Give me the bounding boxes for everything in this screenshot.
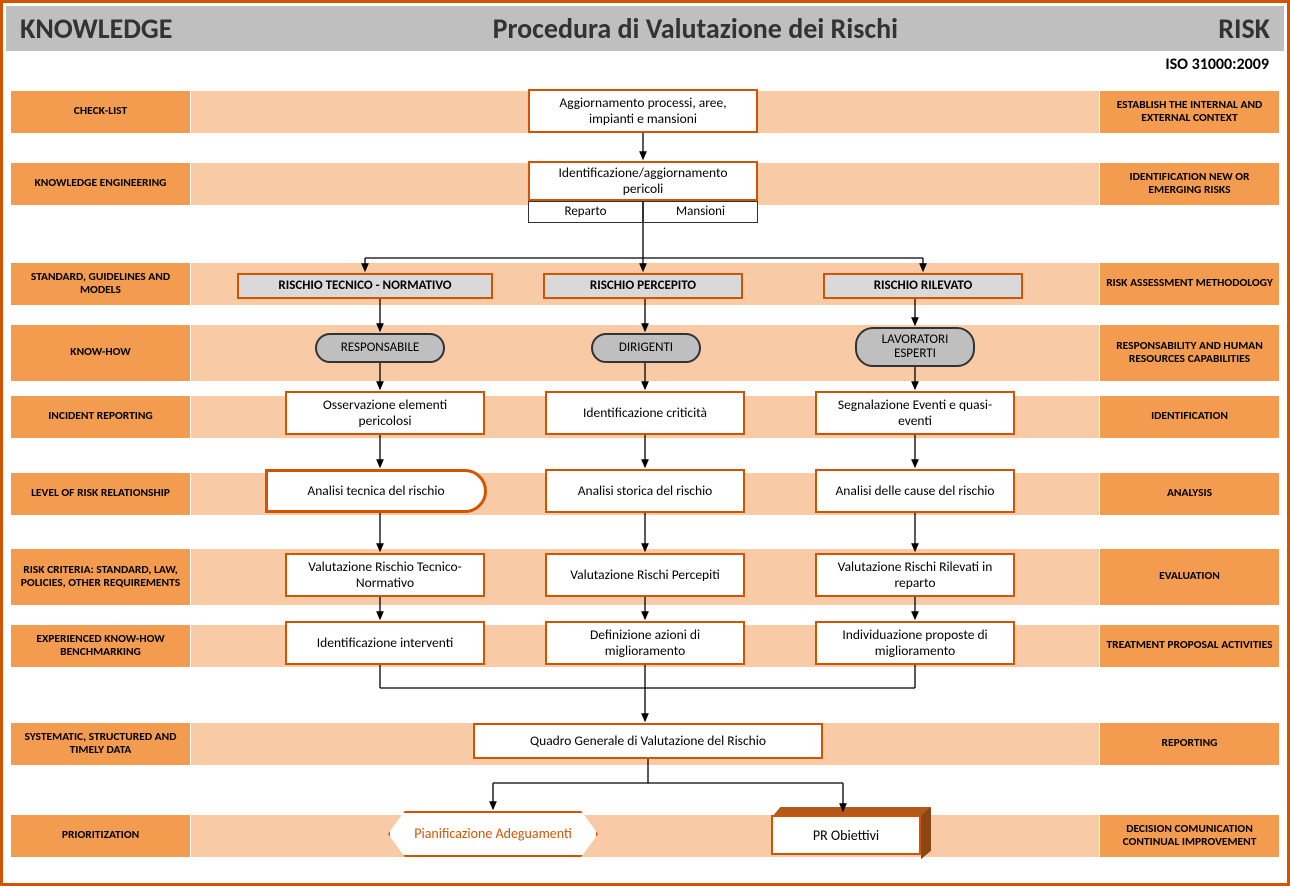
risk-header-percepito: RISCHIO PERCEPITO [543,273,743,299]
box-osservazione: Osservazione elementi pericolosi [285,391,485,435]
box-aggiornamento: Aggiornamento processi, aree, impianti e… [528,89,758,133]
risk-header-rilevato: RISCHIO RILEVATO [823,273,1023,299]
iso-label: ISO 31000:2009 [1165,55,1269,74]
pill-lavoratori: LAVORATORI ESPERTI [855,327,975,367]
box-analisi-cause: Analisi delle cause del rischio [815,469,1015,513]
row-right-3: RESPONSABILITY AND HUMAN RESOURCES CAPAB… [1099,325,1279,381]
row-band-9: PRIORITIZATION DECISION COMUNICATION CONT… [11,815,1279,857]
split-mansioni: Mansioni [643,201,758,223]
diagram-frame: KNOWLEDGE Procedura di Valutazione dei R… [0,0,1290,886]
box-val-percepiti: Valutazione Rischi Percepiti [545,553,745,597]
row-left-8: SYSTEMATIC, STRUCTURED AND TIMELY DATA [11,723,191,765]
box-val-rilevati: Valutazione Rischi Rilevati in reparto [815,553,1015,597]
box-ident-criticita: Identificazione criticità [545,391,745,435]
box-analisi-storica: Analisi storica del rischio [545,469,745,513]
box-val-tecnico: Valutazione Rischio Tecnico-Normativo [285,553,485,597]
row-right-6: EVALUATION [1099,549,1279,605]
pill-dirigenti: DIRIGENTI [591,333,701,363]
row-left-9: PRIORITIZATION [11,815,191,857]
box-interventi: Identificazione interventi [285,621,485,665]
row-left-5: LEVEL OF RISK RELATIONSHIP [11,473,191,515]
hex-pianificazione: Pianificazione Adeguamenti [388,811,598,857]
row-right-7: TREATMENT PROPOSAL ACTIVITIES [1099,625,1279,667]
box-split: Reparto Mansioni [528,201,758,223]
box-segnalazione: Segnalazione Eventi e quasi-eventi [815,391,1015,435]
row-left-7: EXPERIENCED KNOW-HOW BENCHMARKING [11,625,191,667]
split-reparto: Reparto [528,201,643,223]
box-proposte: Individuazione proposte di miglioramento [815,621,1015,665]
header-title: Procedura di Valutazione dei Rischi [172,11,1218,46]
row-left-6: RISK CRITERIA: STANDARD, LAW, POLICIES, … [11,549,191,605]
row-right-0: ESTABLISH THE INTERNAL AND EXTERNAL CONT… [1099,91,1279,133]
row-right-9: DECISION COMUNICATION CONTINUAL IMPROVEM… [1099,815,1279,857]
risk-header-tecnico: RISCHIO TECNICO - NORMATIVO [237,273,493,299]
box-identificazione: Identificazione/aggiornamento pericoli [528,161,758,201]
row-right-8: REPORTING [1099,723,1279,765]
box-quadro-generale: Quadro Generale di Valutazione del Risch… [473,723,823,759]
cube-label: PR Obiettivi [771,815,921,855]
row-left-2: STANDARD, GUIDELINES AND MODELS [11,263,191,305]
row-right-2: RISK ASSESSMENT METHODOLOGY [1099,263,1279,305]
row-left-3: KNOW-HOW [11,325,191,381]
row-left-0: CHECK-LIST [11,91,191,133]
box-analisi-tecnica: Analisi tecnica del rischio [265,469,487,513]
row-right-5: ANALYSIS [1099,473,1279,515]
header-left: KNOWLEDGE [20,11,172,46]
row-right-4: IDENTIFICATION [1099,396,1279,438]
cube-pr-obiettivi: PR Obiettivi [771,807,921,855]
row-left-4: INCIDENT REPORTING [11,396,191,438]
header-bar: KNOWLEDGE Procedura di Valutazione dei R… [6,6,1284,51]
box-azioni: Definizione azioni di miglioramento [545,621,745,665]
row-right-1: IDENTIFICATION NEW OR EMERGING RISKS [1099,163,1279,205]
pill-responsabile: RESPONSABILE [315,333,445,363]
header-right: RISK [1218,11,1270,46]
row-left-1: KNOWLEDGE ENGINEERING [11,163,191,205]
